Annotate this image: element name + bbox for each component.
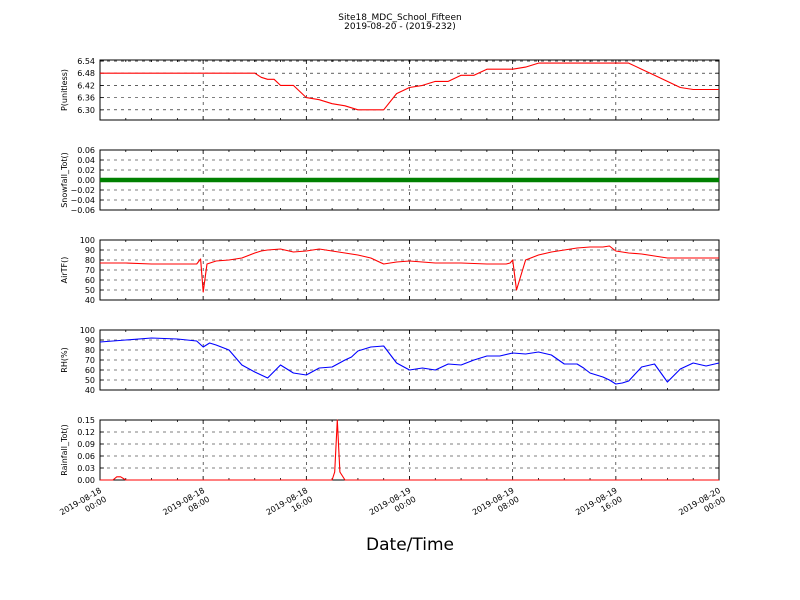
y-tick-label: 0.00 (77, 476, 95, 485)
y-tick-label: 0.06 (77, 146, 95, 155)
y-tick-label: 70 (85, 266, 95, 275)
y-axis-label: Rainfall_Tot() (60, 424, 69, 476)
y-tick-label: 0.03 (77, 464, 95, 473)
y-tick-label: 0.09 (77, 440, 95, 449)
y-tick-label: 50 (85, 286, 95, 295)
y-tick-label: 0.15 (77, 416, 95, 425)
chart-subtitle: 2019-08-20 - (2019-232) (344, 22, 456, 32)
x-tick-label: 2019-08-1808:00 (161, 486, 211, 526)
x-axis-label: Date/Time (366, 535, 454, 555)
series-line-red (100, 245, 719, 293)
y-tick-label: 40 (85, 386, 95, 395)
y-axis-label: P(unitless) (60, 69, 69, 111)
y-tick-label: 90 (85, 336, 95, 345)
y-tick-label: 6.42 (77, 81, 95, 90)
series-line-red (100, 62, 719, 111)
x-tick-label: 2019-08-1916:00 (574, 486, 624, 526)
y-tick-label: 60 (85, 276, 95, 285)
y-tick-label: 100 (80, 236, 95, 245)
chart-title: Site18_MDC_School_Fifteen (338, 13, 461, 23)
series-line-red (100, 419, 719, 481)
y-tick-label: 70 (85, 356, 95, 365)
y-tick-label: 0.02 (77, 166, 95, 175)
y-tick-label: 40 (85, 296, 95, 305)
subplot-1: 6.30 6.36 6.42 6.48 6.54 P(unitless) (60, 57, 720, 121)
y-axis-label: Snowfall_Tot() (60, 152, 69, 208)
y-axis-label: AirTF() (60, 257, 69, 284)
y-tick-label: 0.06 (77, 452, 95, 461)
y-tick-label: 90 (85, 246, 95, 255)
y-axis-label: RH(%) (60, 347, 69, 372)
series-line-blue (99, 337, 720, 385)
y-tick-label: 80 (85, 346, 95, 355)
y-tick-label: 6.48 (77, 69, 95, 78)
y-tick-label: 60 (85, 366, 95, 375)
y-tick-label: −0.06 (70, 206, 95, 215)
y-tick-label: 80 (85, 256, 95, 265)
y-tick-label: 6.30 (77, 106, 95, 115)
y-tick-label: 6.54 (77, 57, 95, 66)
y-tick-label: 0.12 (77, 428, 95, 437)
x-tick-label: 2019-08-1800:00 (58, 486, 108, 526)
y-tick-label: 50 (85, 376, 95, 385)
y-tick-label: −0.02 (70, 186, 95, 195)
y-tick-label: −0.04 (70, 196, 95, 205)
y-tick-label: 0.00 (77, 176, 95, 185)
subplot-2: −0.06−0.04−0.020.000.020.040.06 Snowfall_… (60, 146, 720, 215)
x-tick-label: 2019-08-1908:00 (471, 486, 521, 526)
x-tick-label: 2019-08-2000:00 (677, 486, 727, 526)
x-tick-label: 2019-08-1816:00 (265, 486, 315, 526)
y-tick-label: 0.04 (77, 156, 95, 165)
y-tick-label: 6.36 (77, 94, 95, 103)
x-tick-label: 2019-08-1900:00 (368, 486, 418, 526)
subplot-5: 0.00 0.03 0.06 0.09 0.12 0.15 Rainfall_Tot() (60, 416, 720, 485)
y-tick-label: 100 (80, 326, 95, 335)
